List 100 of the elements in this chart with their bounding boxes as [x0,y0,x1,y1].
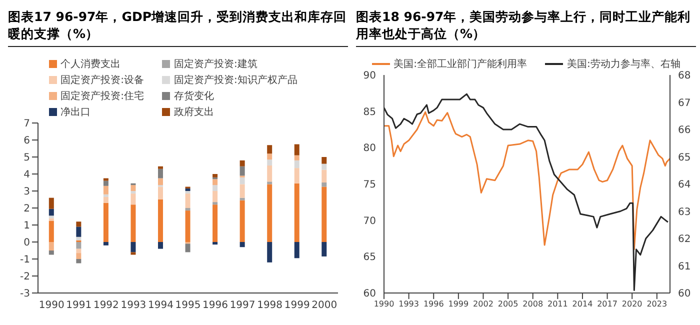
bar [76,242,82,249]
x-tick-label: 2014 [572,300,593,309]
bar [130,194,136,205]
legend-label: 政府支出 [174,106,214,119]
legend-label: 净出口 [60,106,91,119]
legend-label: 美国:劳动力参与率、右轴 [567,58,680,71]
x-tick-label: 1999 [284,300,310,312]
bar [76,226,82,237]
legend-label: 存货变化 [174,90,214,103]
bar [158,200,163,242]
legend-label: 固定资产投资:知识产权产品 [174,74,298,87]
bar [103,180,108,186]
y-tick-label: 7 [24,118,30,130]
x-tick-label: 1998 [257,300,283,312]
bar [267,242,272,262]
bar [267,145,272,154]
y-tick-label: 0 [24,238,30,249]
bar [76,236,82,240]
bar [158,242,163,249]
bar [240,242,245,248]
bar [103,186,108,194]
bar [103,194,108,197]
chart-title: 图表18 96-97年，美国劳动参与率上行，同时工业产能利用率也处于高位（%） [356,8,696,47]
bar [294,144,300,156]
bar [76,259,82,264]
x-tick-label: 2005 [498,300,518,309]
bar [130,252,136,255]
bar [240,198,245,200]
bar [48,250,54,255]
x-tick-label: 1996 [423,300,444,309]
x-tick-label: 1993 [398,300,419,309]
y-tick-label: 90 [363,70,376,82]
bar [185,188,190,191]
bar [130,204,136,242]
chart-title: 图表17 96-97年，GDP增速回升，受到消费支出和库存回暖的支撑（%） [8,8,348,47]
y-tick-label: 85 [363,106,376,118]
bar [322,186,327,242]
bar [322,242,327,256]
line-series [384,111,670,250]
y-tick-label: -2 [20,272,30,283]
x-tick-label: 1996 [202,300,228,312]
y-tick-label: 5 [24,152,30,164]
bar [212,174,218,178]
y2-tick-label: 62 [678,234,691,246]
bar [185,210,190,242]
bar [294,168,300,184]
bar [48,198,54,209]
bar [294,155,300,160]
bar [294,160,300,168]
y-tick-label: 4 [24,170,30,181]
bar [322,170,327,182]
x-tick-label: 2002 [473,300,494,309]
y2-tick-label: 63 [678,206,691,218]
legend-label: 固定资产投资:设备 [60,74,144,87]
y-tick-label: 2 [24,204,30,215]
y-tick-label: 80 [363,143,376,154]
bar [267,160,272,166]
bar [130,191,136,194]
y-tick-label: 6 [24,136,30,147]
bar [185,244,190,252]
y-tick-label: -1 [20,254,30,266]
x-tick-label: 1990 [374,300,394,309]
x-tick-label: 2011 [547,300,568,309]
bar [294,242,300,258]
legend-label: 个人消费支出 [60,58,121,71]
bar [322,164,327,170]
y-tick-label: 65 [363,252,376,264]
y2-tick-label: 68 [678,70,691,82]
bar [240,166,245,176]
x-tick-label: 1994 [148,300,174,312]
bar [103,178,108,181]
bar [103,196,108,203]
y2-tick-label: 64 [678,180,691,191]
bar [212,179,218,186]
bar [48,216,54,218]
y-tick-label: 60 [363,288,376,300]
legend-label: 固定资产投资:建筑 [174,58,258,71]
x-tick-label: 1995 [175,300,201,312]
x-tick-label: 1993 [120,300,146,312]
bar [103,202,108,242]
x-tick-label: 1997 [230,300,256,312]
bar [240,177,245,184]
bar [212,204,218,242]
y2-tick-label: 61 [678,261,691,272]
bar [158,178,163,186]
bar [158,166,163,169]
bar [76,253,82,259]
bar [158,186,163,200]
y2-tick-label: 60 [678,288,691,300]
bar [130,242,136,252]
legend-label: 美国:全部工业部门产能利用率 [394,58,527,71]
y2-tick-label: 66 [678,125,691,136]
x-tick-label: 2000 [312,300,338,312]
bar [130,185,136,191]
bar [103,242,108,246]
bar [48,220,54,242]
x-tick-label: 2023 [646,300,668,309]
bar [48,208,54,216]
x-tick-label: 1990 [38,300,64,312]
legend-label: 固定资产投资:住宅 [60,90,144,103]
